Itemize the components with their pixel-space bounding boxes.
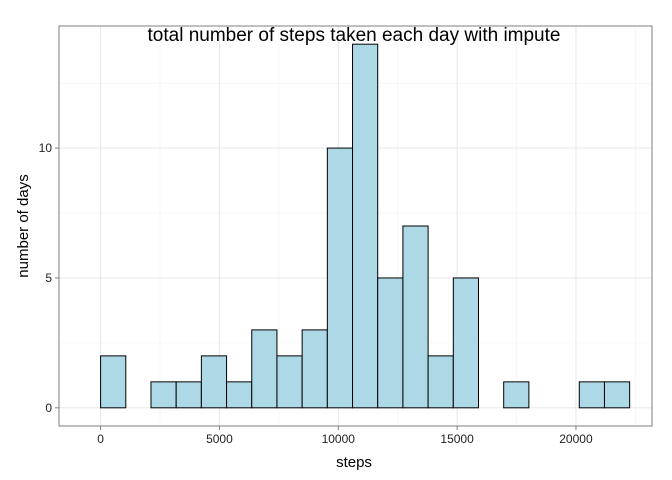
y-tick-label: 5 [45,271,52,285]
x-axis-title: steps [336,454,372,471]
x-tick-label: 0 [97,432,104,446]
histogram-bar [251,329,278,409]
histogram-bar [427,355,454,409]
y-tick-label: 0 [45,401,52,415]
chart-title: total number of steps taken each day wit… [148,25,561,46]
x-tick-label: 10000 [322,432,356,446]
histogram-bar [100,355,127,409]
y-axis-title: number of days [15,174,32,277]
histogram-bar [301,329,328,409]
histogram-bar [452,277,479,409]
x-tick-label: 15000 [440,432,474,446]
histogram-bar [402,225,429,409]
axis-ticks [55,147,577,430]
histogram-bar [503,381,530,409]
histogram-bar [200,355,228,409]
axis-tick-labels: 0 5000 10000 15000 20000 0 5 10 [39,141,593,446]
x-tick-label: 5000 [206,432,233,446]
histogram-bars [100,43,631,409]
histogram-bar [276,355,303,409]
histogram-bar [150,381,177,409]
histogram-bar [603,381,631,409]
histogram-bar [352,43,379,409]
plot-panel-border [58,25,653,427]
histogram-bar [175,381,202,409]
histogram-bar [326,147,354,409]
histogram-bar [578,381,605,409]
histogram-bar [377,277,404,409]
y-tick-label: 10 [39,141,53,155]
x-tick-label: 20000 [559,432,593,446]
histogram-bar [226,381,253,409]
